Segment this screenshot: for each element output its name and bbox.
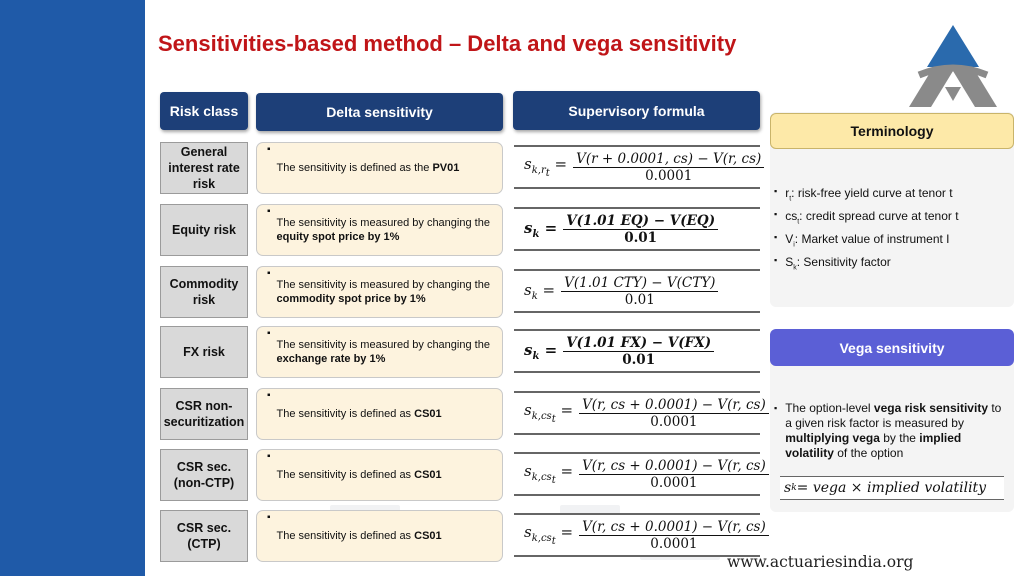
formula-numerator: V(r, cs + 0.0001) − V(r, cs) <box>579 519 769 536</box>
delta-desc-commodity: ▪ The sensitivity is measured by changin… <box>256 266 503 318</box>
formula-denominator: 0.0001 <box>650 535 698 552</box>
risk-class-equity: Equity risk <box>160 204 248 256</box>
formula-lhs: sk,cst = <box>524 523 574 547</box>
formula-csr-sec-non-ctp: sk,cst = V(r, cs + 0.0001) − V(r, cs) 0.0… <box>514 452 769 496</box>
bullet-icon: ▪ <box>267 206 271 217</box>
formula-equity: sk = V(1.01 EQ) − V(EQ) 0.01 <box>514 207 760 251</box>
formula-lhs: sk,cst = <box>524 401 574 425</box>
formula-denominator: 0.01 <box>624 291 655 308</box>
bullet-icon: ▪ <box>774 255 778 265</box>
desc-text: The sensitivity is measured by changing … <box>276 217 490 229</box>
desc-text: The sensitivity is defined as <box>276 469 415 481</box>
formula-denominator: 0.0001 <box>650 413 698 430</box>
bullet-icon: ▪ <box>267 268 271 279</box>
left-accent-bar <box>0 0 145 576</box>
formula-lhs: sk,cst = <box>524 462 574 486</box>
bullet-icon: ▪ <box>774 403 778 413</box>
delta-desc-fx: ▪ The sensitivity is measured by changin… <box>256 326 503 378</box>
formula-numerator: V(r + 0.0001, cs) − V(r, cs) <box>573 151 765 168</box>
desc-text: The sensitivity is defined as the <box>276 162 433 174</box>
bullet-icon: ▪ <box>267 328 271 339</box>
footer-url: www.actuariesindia.org <box>727 553 914 571</box>
desc-bold: CS01 <box>414 530 442 542</box>
formula-lhs: sk = <box>524 280 556 302</box>
risk-class-csr-non-securitization: CSR non-securitization <box>160 388 248 440</box>
desc-bold: exchange rate by 1% <box>276 353 386 365</box>
formula-lhs: sk = <box>524 340 558 362</box>
bullet-icon: ▪ <box>267 512 271 523</box>
terminology-item: ▪ Sk: Sensitivity factor <box>774 255 891 272</box>
desc-text: The sensitivity is defined as <box>276 530 415 542</box>
desc-bold: PV01 <box>432 162 460 174</box>
desc-bold: CS01 <box>414 469 442 481</box>
terminology-header: Terminology <box>770 113 1014 149</box>
risk-class-csr-sec-non-ctp: CSR sec. (non-CTP) <box>160 449 248 501</box>
desc-text: The sensitivity is measured by changing … <box>276 279 490 291</box>
desc-text: The sensitivity is measured by changing … <box>276 339 490 351</box>
formula-csr-sec-ctp: sk,cst = V(r, cs + 0.0001) − V(r, cs) 0.0… <box>514 513 769 557</box>
formula-denominator: 0.0001 <box>650 474 698 491</box>
bullet-icon: ▪ <box>267 144 271 155</box>
formula-numerator: V(r, cs + 0.0001) − V(r, cs) <box>579 397 769 414</box>
risk-class-csr-sec-ctp: CSR sec. (CTP) <box>160 510 248 562</box>
delta-desc-csr-sec-ctp: ▪ The sensitivity is defined as CS01 <box>256 510 503 562</box>
actuaries-logo-icon <box>909 25 997 107</box>
vega-header: Vega sensitivity <box>770 329 1014 366</box>
formula-numerator: V(r, cs + 0.0001) − V(r, cs) <box>579 458 769 475</box>
risk-class-commodity: Commodity risk <box>160 266 248 318</box>
desc-bold: CS01 <box>414 408 442 420</box>
slide-title: Sensitivities-based method – Delta and v… <box>158 31 737 56</box>
header-supervisory-formula: Supervisory formula <box>513 91 760 130</box>
formula-numerator: V(1.01 FX) − V(FX) <box>563 335 715 352</box>
bullet-icon: ▪ <box>774 232 778 242</box>
formula-denominator: 0.01 <box>622 351 656 368</box>
desc-text: The sensitivity is defined as <box>276 408 415 420</box>
terminology-item: ▪ cst: credit spread curve at tenor t <box>774 209 959 226</box>
formula-commodity: sk = V(1.01 CTY) − V(CTY) 0.01 <box>514 269 760 313</box>
delta-desc-equity: ▪ The sensitivity is measured by changin… <box>256 204 503 256</box>
formula-fx: sk = V(1.01 FX) − V(FX) 0.01 <box>514 329 760 373</box>
delta-desc-csr-sec-non-ctp: ▪ The sensitivity is defined as CS01 <box>256 449 503 501</box>
vega-description: ▪ The option-level vega risk sensitivity… <box>774 401 1002 460</box>
delta-desc-general-interest-rate: ▪ The sensitivity is defined as the PV01 <box>256 142 503 194</box>
header-delta-sensitivity: Delta sensitivity <box>256 93 503 131</box>
desc-bold: commodity spot price by 1% <box>276 293 426 305</box>
formula-numerator: V(1.01 CTY) − V(CTY) <box>561 275 719 292</box>
risk-class-fx: FX risk <box>160 326 248 378</box>
formula-general-interest-rate: sk,rt = V(r + 0.0001, cs) − V(r, cs) 0.00… <box>514 145 765 189</box>
formula-csr-non-securitization: sk,cst = V(r, cs + 0.0001) − V(r, cs) 0.0… <box>514 391 769 435</box>
terminology-item: ▪ Vi: Market value of instrument I <box>774 232 950 249</box>
terminology-item: ▪ rt: risk-free yield curve at tenor t <box>774 186 953 203</box>
formula-numerator: V(1.01 EQ) − V(EQ) <box>563 213 719 230</box>
formula-lhs: sk = <box>524 218 558 240</box>
formula-denominator: 0.01 <box>624 229 658 246</box>
bullet-icon: ▪ <box>267 390 271 401</box>
bullet-icon: ▪ <box>774 186 778 196</box>
bullet-icon: ▪ <box>267 451 271 462</box>
desc-bold: equity spot price by 1% <box>276 231 400 243</box>
risk-class-general-interest-rate: General interest rate risk <box>160 142 248 194</box>
formula-denominator: 0.0001 <box>645 167 693 184</box>
bullet-icon: ▪ <box>774 209 778 219</box>
header-risk-class: Risk class <box>160 92 248 130</box>
delta-desc-csr-non-securitization: ▪ The sensitivity is defined as CS01 <box>256 388 503 440</box>
formula-lhs: sk,rt = <box>524 155 568 179</box>
